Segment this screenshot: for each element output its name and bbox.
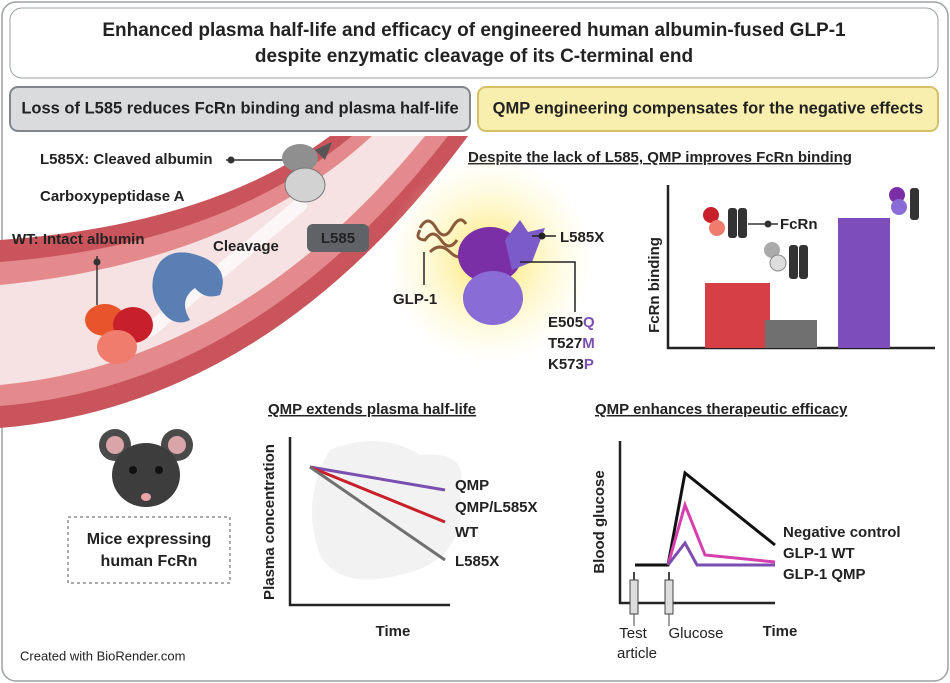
fcrn-icon: [799, 245, 808, 279]
title-line: despite enzymatic cleavage of its C-term…: [255, 46, 693, 67]
y-label: FcRn binding: [646, 237, 663, 333]
receptor-label: FcRn: [780, 216, 818, 233]
syringe: [664, 579, 674, 615]
albumin-domain: [463, 271, 523, 325]
line-label: L585X: [455, 553, 499, 570]
fragment-label: L585: [321, 230, 355, 247]
mutation: T527M: [548, 335, 595, 352]
albumin-domain: [284, 167, 326, 203]
label: Carboxypeptidase A: [40, 188, 185, 205]
albumin-icon: [709, 220, 725, 236]
mouse-head: [112, 443, 180, 507]
mouse-eye: [129, 466, 137, 474]
residue: K573: [548, 356, 584, 373]
label: L585X: Cleaved albumin: [40, 151, 213, 168]
curve-negative-control: [635, 470, 776, 567]
substitution: M: [582, 335, 595, 352]
albumin-icon: [764, 242, 780, 258]
mouse-eye: [155, 466, 163, 474]
curve-wt: [309, 465, 446, 524]
albumin-icon: [703, 207, 719, 223]
left-header: Loss of L585 reduces FcRn binding and pl…: [21, 99, 458, 117]
bar-qmp: [838, 218, 890, 348]
curve-qmp: [309, 465, 446, 492]
label: WT: Intact albumin: [12, 231, 145, 248]
site-label: L585X: [560, 229, 604, 246]
carboxypeptidase: [152, 252, 223, 323]
y-label: Plasma concentration: [261, 444, 278, 600]
glp1-peptide: [416, 218, 470, 259]
albumin-icon: [891, 199, 907, 215]
leader-line: [520, 261, 576, 312]
title-box: [9, 7, 939, 79]
residue: E505: [548, 314, 583, 331]
mouse-nose: [141, 493, 151, 501]
legend-entry: Negative control: [783, 524, 901, 541]
mouse-label: human FcRn: [101, 553, 198, 570]
panel-subtitle: QMP enhances therapeutic efficacy: [595, 401, 848, 418]
fcrn-icon: [728, 208, 737, 238]
legend-entry: GLP-1 WT: [783, 545, 855, 562]
leader-dot: [93, 258, 101, 266]
leader-dot: [764, 220, 772, 228]
curve-glp1-qmp: [666, 540, 775, 567]
event-label: Glucose: [668, 625, 723, 642]
syringe: [629, 579, 639, 615]
axes: [288, 437, 450, 607]
footer: Created with BioRender.com: [20, 648, 185, 663]
x-label: Time: [376, 623, 411, 640]
line-label: WT: [455, 524, 478, 541]
mouse-ear: [106, 436, 124, 454]
event-label: article: [617, 645, 657, 662]
substitution: Q: [583, 314, 595, 331]
right-header: QMP engineering compensates for the nega…: [493, 99, 924, 117]
curve-l585x: [309, 465, 446, 562]
panel-subtitle: QMP extends plasma half-life: [268, 401, 476, 418]
right-header-box: [477, 86, 939, 132]
line-label: QMP/L585X: [455, 499, 538, 516]
event-label: Test: [619, 625, 647, 642]
albumin-domain: [505, 220, 545, 270]
bar-l585x: [765, 320, 817, 348]
panel-subtitle: Despite the lack of L585, QMP improves F…: [468, 149, 852, 166]
line-label: QMP: [455, 477, 489, 494]
glp1-label: GLP-1: [393, 291, 437, 308]
title-line: Enhanced plasma half-life and efficacy o…: [102, 20, 846, 41]
albumin-domain: [97, 330, 137, 364]
bar-wt: [705, 283, 770, 348]
left-header-box: [9, 86, 471, 132]
substitution: P: [584, 356, 594, 373]
x-label: Time: [763, 623, 798, 640]
leader-dot: [538, 232, 546, 240]
albumin-icon: [889, 187, 905, 203]
mouse-label: Mice expressing: [87, 531, 212, 548]
legend-entry: GLP-1 QMP: [783, 566, 866, 583]
mutation: K573P: [548, 356, 594, 373]
albumin-domain: [315, 142, 332, 160]
mouse-ear: [168, 436, 186, 454]
mouse-box: [67, 516, 231, 584]
mutation: E505Q: [548, 314, 595, 331]
fcrn-icon: [789, 245, 798, 279]
fcrn-icon: [910, 188, 919, 220]
albumin-icon: [769, 254, 787, 272]
albumin-domain: [282, 144, 318, 172]
y-label: Blood glucose: [591, 470, 608, 573]
fragment-box: [307, 224, 369, 252]
residue: T527: [548, 335, 582, 352]
label: Cleavage: [213, 238, 279, 255]
curve-glp1-wt: [666, 500, 776, 566]
leader-dot: [227, 156, 235, 164]
fcrn-icon: [738, 208, 747, 238]
axes: [618, 441, 775, 605]
